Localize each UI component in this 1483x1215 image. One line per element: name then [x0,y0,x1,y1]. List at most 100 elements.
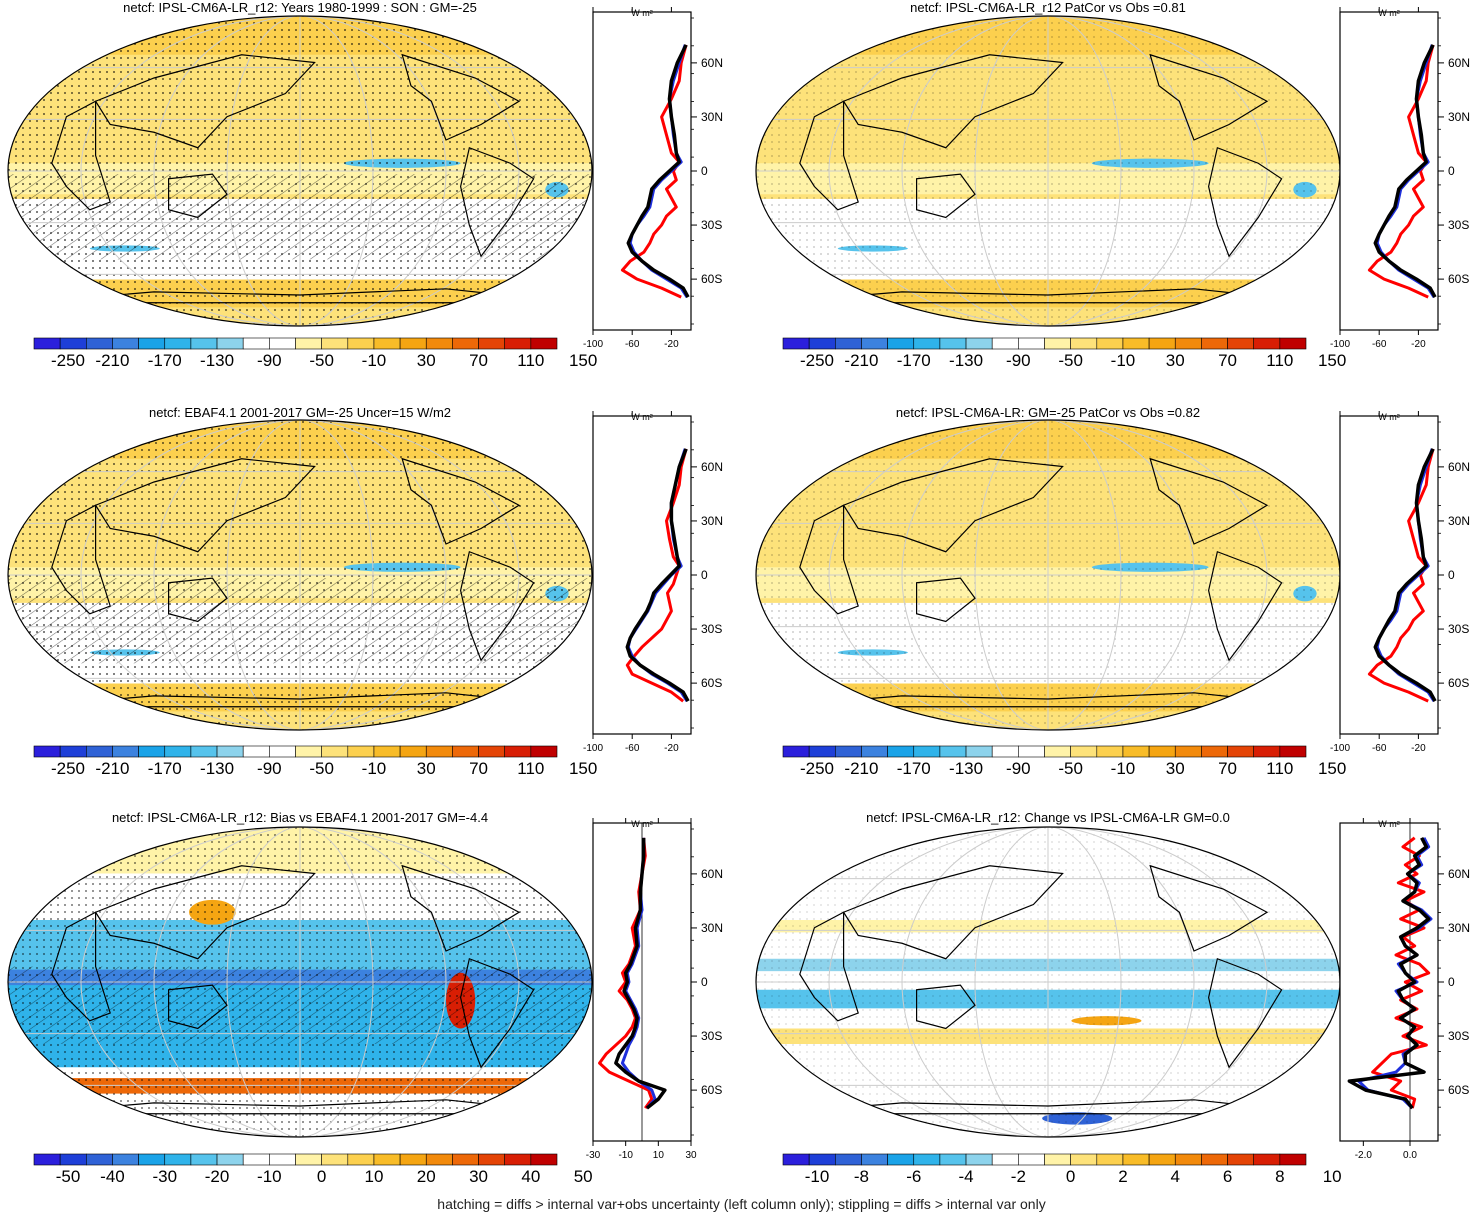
profile-x-label: -20 [664,339,679,350]
colorbar-label: -50 [309,351,334,370]
colorbar-label: -90 [257,351,282,370]
graticule-meridian [226,16,374,326]
colorbar-label: 10 [364,1167,383,1186]
profile-x-label: -30 [586,1150,601,1161]
colorbar-box [373,1153,401,1166]
colorbar-box [269,337,296,350]
colorbar-box [1279,1153,1307,1166]
profile-lat-label: 60S [701,1083,722,1097]
colorbar-box [399,745,427,758]
profile-lat-label: 60S [701,676,722,690]
map-panel [755,15,1341,327]
coastline-shape [459,550,535,662]
profile-lat-label: 60N [701,867,723,881]
profile-lat-label: 30S [1448,622,1469,636]
colorbar-box [1070,1153,1098,1166]
profile-unit: W m² [1378,8,1400,18]
panel-title: netcf: IPSL-CM6A-LR_r12: Change vs IPSL-… [866,810,1230,825]
graticule-meridian [901,827,1195,1137]
colorbar-box [269,1153,296,1166]
profile-series-red [625,448,688,703]
colorbar-label: 110 [1266,759,1293,778]
profile-panel: W m² 60N 30N 0 30S 60S -100 -60 -20 [583,7,723,350]
profile-lat-label: 30N [701,110,723,124]
profile-x-label: 30 [685,1150,697,1161]
colorbar-label: 20 [417,1167,436,1186]
colorbar-box [808,337,836,350]
coastline-shape [401,457,521,545]
coastline-shape [94,54,316,149]
colorbar-box [1279,337,1307,350]
colorbar-box [991,1153,1019,1166]
profile-unit: W m² [631,412,653,422]
colorbar-label: -210 [95,759,129,778]
colorbar-box [321,337,349,350]
profile-x-label: -60 [1372,339,1387,350]
colorbar-label: 30 [1166,351,1185,370]
colorbar-box [913,337,941,350]
colorbar-box [452,745,479,758]
colorbar-box [939,337,967,350]
colorbar-label: 40 [521,1167,540,1186]
profile-lat-label: 30N [1448,514,1470,528]
profile-lat-label: 30S [701,218,722,232]
colorbar-box [504,745,532,758]
profile-x-label: -100 [1330,743,1350,754]
colorbar-box [295,337,322,350]
caption: hatching = diffs > internal var+obs unce… [437,1196,1046,1212]
profile-series-red [1371,836,1431,1109]
colorbar-box [112,745,139,758]
colorbar-label: -250 [51,351,85,370]
colorbar-box [1253,1153,1281,1166]
coastline-shape [915,577,976,623]
profile-panel: W m² 60N 30N 0 30S 60S -100 -60 -20 [583,411,723,754]
graticule-meridian [901,16,1195,326]
colorbar-box [1201,1153,1228,1166]
profile-unit: W m² [1378,819,1400,829]
colorbar-box [321,1153,349,1166]
colorbar-box [1174,1153,1202,1166]
colorbar-label: 110 [517,759,544,778]
field-red-patch [1278,1099,1314,1106]
profile-lat-label: 60N [1448,867,1470,881]
colorbar-box [1174,337,1202,350]
colorbar-box [939,745,967,758]
colorbar-box [478,337,505,350]
colorbar-box [112,337,139,350]
colorbar-label: 150 [1318,351,1346,370]
coastline-shape [459,146,535,258]
colorbar-box [1253,337,1281,350]
profile-x-label: -20 [664,743,679,754]
colorbar-box [1096,745,1124,758]
colorbar-label: -50 [56,1167,81,1186]
coastline-shape [842,54,1064,149]
colorbar: -250 -210 -170 -130 -90 -50 -10 30 70 110 150 [33,745,597,778]
colorbar-box [939,1153,967,1166]
profile-x-label: -100 [583,339,603,350]
coastline-shape [401,864,521,952]
colorbar-box [138,745,166,758]
colorbar-label: 70 [1218,759,1237,778]
colorbar-label: -6 [906,1167,921,1186]
colorbar-label: 2 [1118,1167,1127,1186]
colorbar-label: 110 [1266,351,1293,370]
profile-panel: W m² 60N 30N 0 30S 60S -2.0 0.0 [1339,818,1470,1161]
colorbar-label: -50 [309,759,334,778]
colorbar-box [1227,745,1255,758]
colorbar-label: 150 [569,759,597,778]
colorbar-box [242,745,270,758]
colorbar-label: -90 [1006,759,1031,778]
profile-x-label: -100 [1330,339,1350,350]
coastline-shape [915,173,976,219]
coastline-shape [1149,53,1269,141]
coastline-shape [51,100,111,211]
map-border [7,826,593,1138]
graticule [756,827,1340,1137]
profile-x-label: -60 [625,743,640,754]
colorbar-box [399,1153,427,1166]
colorbar-box [1148,745,1176,758]
profile-series-black [626,44,690,298]
profile-x-label: -100 [583,743,603,754]
colorbar-box [86,337,113,350]
map-panel [755,419,1341,731]
